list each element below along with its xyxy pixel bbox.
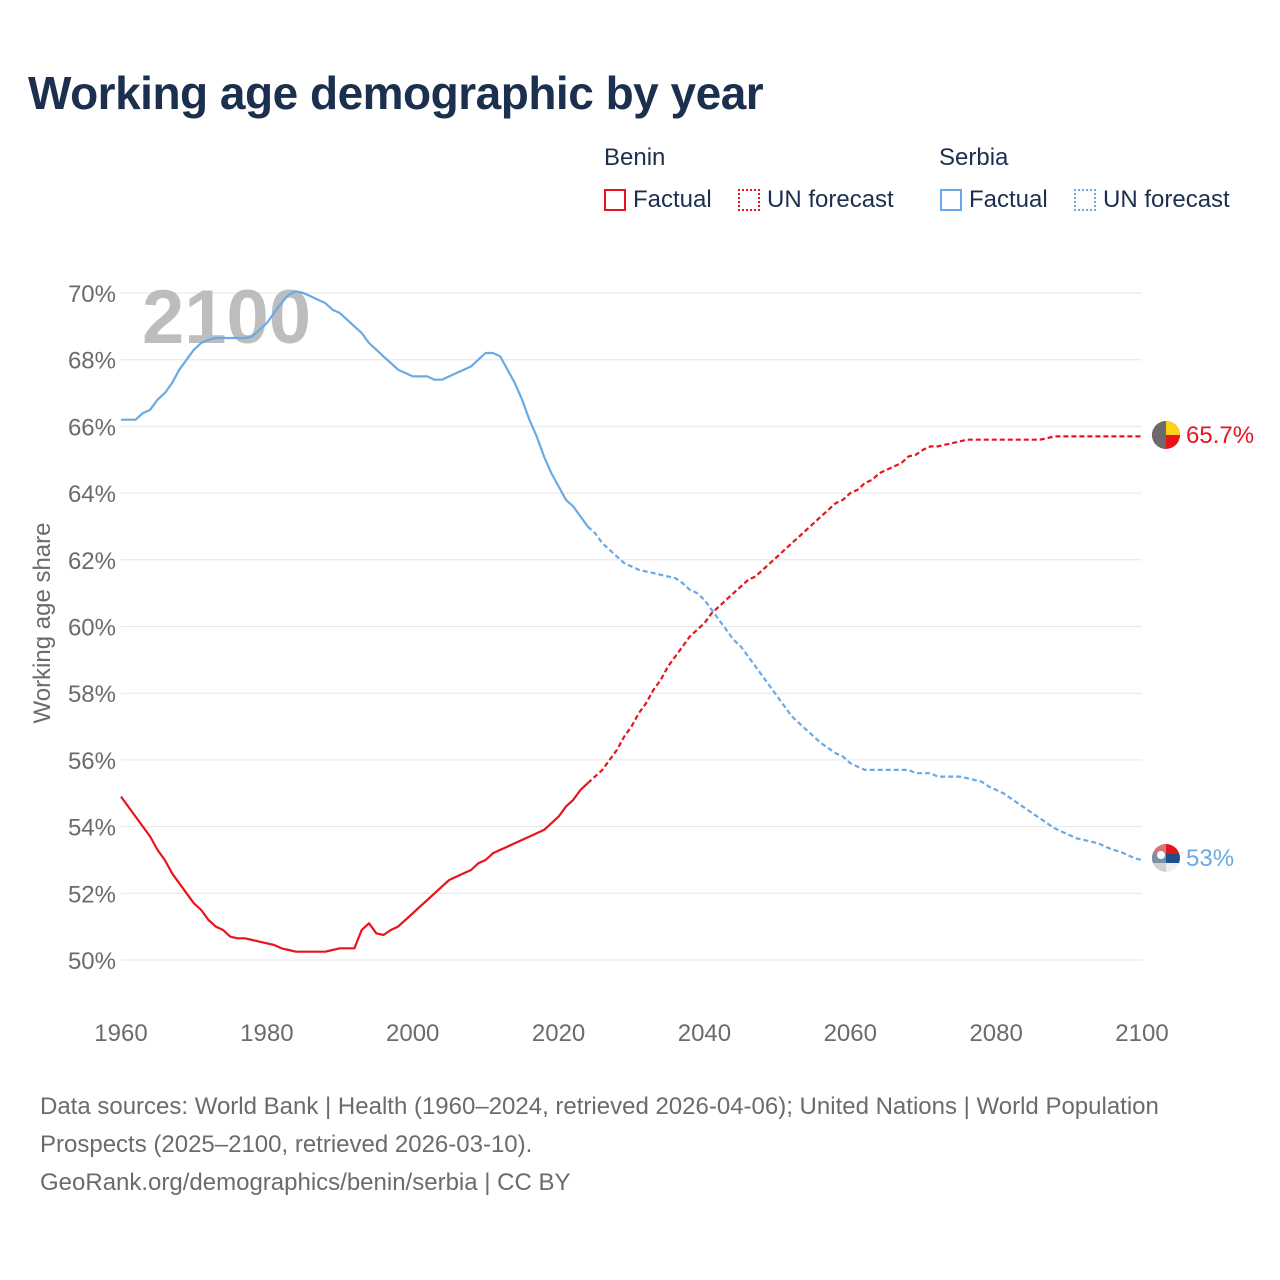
y-tick-label: 60% <box>68 615 116 642</box>
y-tick-label: 64% <box>68 481 116 508</box>
legend-serbia-factual-swatch <box>940 189 962 211</box>
legend-serbia-forecast-label: UN forecast <box>1103 186 1230 213</box>
end-markers <box>1152 421 1180 872</box>
x-axis-ticks: 1960 1980 2000 2020 2040 2060 2080 2100 <box>94 1020 1168 1047</box>
y-tick-label: 50% <box>68 948 116 975</box>
legend-serbia-forecast-swatch <box>1074 189 1096 211</box>
benin-end-label: 65.7% <box>1186 422 1254 449</box>
y-tick-label: 70% <box>68 281 116 308</box>
footer: Data sources: World Bank | Health (1960–… <box>40 1088 1240 1202</box>
legend-benin-forecast-label: UN forecast <box>767 186 894 213</box>
line-chart: 50%52%54%56%58%60%62%64%66%68%70% 1960 19… <box>29 275 1254 1047</box>
legend-benin-forecast-swatch <box>738 189 760 211</box>
y-tick-label: 56% <box>68 748 116 775</box>
legend-serbia-forecast[interactable]: UN forecast <box>1074 186 1230 214</box>
legend-serbia-factual-label: Factual <box>969 186 1048 213</box>
legend-benin-forecast[interactable]: UN forecast <box>738 186 894 214</box>
data-sources: Data sources: World Bank | Health (1960–… <box>40 1093 1159 1158</box>
x-tick-label: 1960 <box>94 1020 147 1047</box>
legend-benin-factual-label: Factual <box>633 186 712 213</box>
x-tick-label: 2020 <box>532 1020 585 1047</box>
serbia-forecast-line[interactable] <box>586 525 1143 862</box>
x-tick-label: 2000 <box>386 1020 439 1047</box>
legend-benin-factual-swatch <box>604 189 626 211</box>
serbia-factual-line[interactable] <box>121 290 589 528</box>
serbia-end-label: 53% <box>1186 845 1234 872</box>
x-tick-label: 2060 <box>824 1020 877 1047</box>
x-tick-label: 2040 <box>678 1020 731 1047</box>
benin-flag-marker[interactable] <box>1152 421 1180 449</box>
y-tick-label: 58% <box>68 681 116 708</box>
y-tick-label: 62% <box>68 548 116 575</box>
credit-link[interactable]: GeoRank.org/demographics/benin/serbia | … <box>40 1169 571 1196</box>
series-lines <box>120 290 1143 953</box>
legend-group-serbia: Serbia <box>939 144 1009 171</box>
legend-serbia-factual[interactable]: Factual <box>940 186 1048 214</box>
gridlines <box>121 292 1142 961</box>
x-tick-label: 1980 <box>240 1020 293 1047</box>
legend-group-benin: Benin <box>604 144 666 171</box>
legend-benin-factual[interactable]: Factual <box>604 186 712 214</box>
year-watermark: 2100 <box>142 275 311 360</box>
y-tick-label: 52% <box>68 881 116 908</box>
serbia-flag-marker[interactable] <box>1152 844 1180 872</box>
x-tick-label: 2080 <box>969 1020 1022 1047</box>
chart-title: Working age demographic by year <box>28 67 764 119</box>
y-axis-label: Working age share <box>29 523 56 724</box>
y-tick-label: 68% <box>68 348 116 375</box>
y-axis-ticks: 50% 52% 54% 56% 58% 60% 62% 64% 66% 68% 70% <box>68 281 116 975</box>
y-tick-label: 54% <box>68 815 116 842</box>
y-tick-label: 66% <box>68 414 116 441</box>
benin-factual-line[interactable] <box>120 782 589 953</box>
x-tick-label: 2100 <box>1115 1020 1168 1047</box>
benin-forecast-line[interactable] <box>586 435 1142 785</box>
